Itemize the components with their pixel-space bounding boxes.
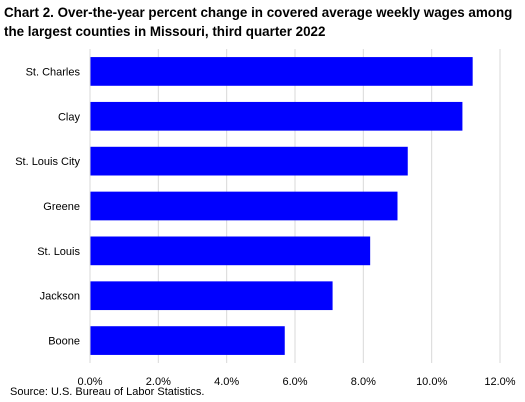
bar bbox=[90, 236, 371, 266]
chart-title-prefix: Chart 2. bbox=[4, 5, 54, 20]
category-label: Boone bbox=[48, 336, 80, 348]
category-label: St. Louis City bbox=[15, 156, 80, 168]
x-tick-label: 4.0% bbox=[214, 376, 239, 388]
source-note: Source: U.S. Bureau of Labor Statistics. bbox=[10, 386, 205, 398]
bar bbox=[90, 146, 408, 176]
category-labels: St. Charles Clay St. Louis City Greene St. L… bbox=[15, 66, 80, 347]
category-label: St. Charles bbox=[26, 66, 81, 78]
category-label: Clay bbox=[58, 111, 81, 123]
x-tick-label: 2.0% bbox=[146, 376, 171, 388]
category-label: Greene bbox=[43, 201, 80, 213]
bar bbox=[90, 57, 473, 86]
x-tick-label: 6.0% bbox=[282, 376, 307, 388]
bar bbox=[90, 191, 398, 221]
bars bbox=[90, 57, 473, 355]
bar bbox=[90, 326, 285, 355]
x-tick-label: 10.0% bbox=[416, 376, 447, 388]
x-tick-label: 8.0% bbox=[351, 376, 376, 388]
chart-title-text: Over-the-year percent change in covered … bbox=[4, 5, 513, 39]
bar bbox=[90, 101, 463, 131]
bar bbox=[90, 281, 333, 311]
category-label: Jackson bbox=[40, 291, 80, 303]
category-label: St. Louis bbox=[37, 246, 80, 258]
x-tick-label: 12.0% bbox=[484, 376, 515, 388]
chart-title: Chart 2. Over-the-year percent change in… bbox=[4, 3, 520, 41]
x-tick-label: 0.0% bbox=[77, 376, 102, 388]
x-tick-labels: 0.0% 2.0% 4.0% 6.0% 8.0% 10.0% 12.0% bbox=[77, 376, 515, 388]
